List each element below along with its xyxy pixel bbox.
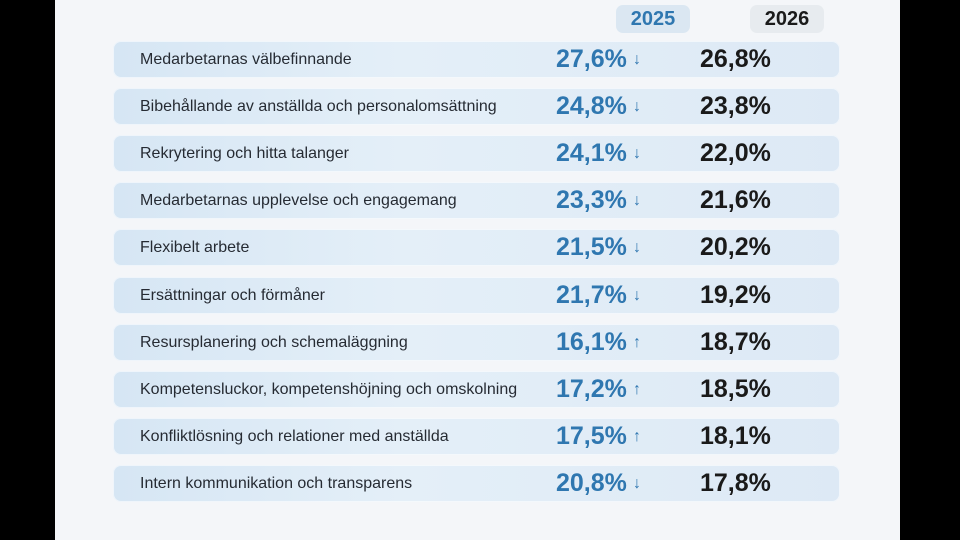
row-label: Resursplanering och schemaläggning <box>140 334 408 351</box>
table-row: Konfliktlösning och relationer med anstä… <box>113 418 840 455</box>
row-label: Ersättningar och förmåner <box>140 287 325 304</box>
row-label: Intern kommunikation och transparens <box>140 475 413 492</box>
arrow-up-icon: ↑ <box>633 334 641 351</box>
value-2026: 18,5% <box>700 375 771 403</box>
value-2026: 20,2% <box>700 233 771 261</box>
value-2026: 17,8% <box>700 469 771 497</box>
row-label: Rekrytering och hitta talanger <box>140 145 349 162</box>
arrow-down-icon: ↓ <box>633 145 641 162</box>
value-2026: 21,6% <box>700 186 771 214</box>
row-label: Bibehållande av anställda och personalom… <box>140 98 497 115</box>
row-label: Medarbetarnas välbefinnande <box>140 51 352 68</box>
table-row: Medarbetarnas välbefinnande 27,6% ↓ 26,8% <box>113 41 840 78</box>
arrow-up-icon: ↑ <box>633 381 641 398</box>
value-2025: 17,2% <box>556 375 627 403</box>
arrow-down-icon: ↓ <box>633 475 641 492</box>
table-row: Bibehållande av anställda och personalom… <box>113 88 840 125</box>
arrow-down-icon: ↓ <box>633 98 641 115</box>
value-2025: 21,7% <box>556 281 627 309</box>
table-row: Kompetensluckor, kompetenshöjning och om… <box>113 371 840 408</box>
chart-panel: 2025 2026 <box>55 0 900 540</box>
table-row: Ersättningar och förmåner 21,7% ↓ 19,2% <box>113 277 840 314</box>
table-row: Flexibelt arbete 21,5% ↓ 20,2% <box>113 229 840 266</box>
value-2025: 16,1% <box>556 328 627 356</box>
row-label: Medarbetarnas upplevelse och engagemang <box>140 192 457 209</box>
arrow-down-icon: ↓ <box>633 239 641 256</box>
value-2025: 20,8% <box>556 469 627 497</box>
value-2025: 27,6% <box>556 45 627 73</box>
value-2025: 17,5% <box>556 422 627 450</box>
value-2025: 23,3% <box>556 186 627 214</box>
table-row: Rekrytering och hitta talanger 24,1% ↓ 22,0… <box>113 135 840 172</box>
arrow-down-icon: ↓ <box>633 287 641 304</box>
arrow-down-icon: ↓ <box>633 192 641 209</box>
row-label: Flexibelt arbete <box>140 239 250 256</box>
value-2026: 18,1% <box>700 422 771 450</box>
value-2026: 26,8% <box>700 45 771 73</box>
row-label: Kompetensluckor, kompetenshöjning och om… <box>140 381 518 398</box>
value-2025: 24,1% <box>556 139 627 167</box>
column-header-2025: 2025 <box>616 5 690 33</box>
table-row: Medarbetarnas upplevelse och engagemang 2… <box>113 182 840 219</box>
arrow-down-icon: ↓ <box>633 51 641 68</box>
value-2025: 24,8% <box>556 92 627 120</box>
column-header-2026: 2026 <box>750 5 824 33</box>
table-row: Intern kommunikation och transparens 20,8… <box>113 465 840 502</box>
value-2025: 21,5% <box>556 233 627 261</box>
value-2026: 22,0% <box>700 139 771 167</box>
value-2026: 18,7% <box>700 328 771 356</box>
arrow-up-icon: ↑ <box>633 428 641 445</box>
table-row: Resursplanering och schemaläggning 16,1% ↑… <box>113 324 840 361</box>
value-2026: 23,8% <box>700 92 771 120</box>
value-2026: 19,2% <box>700 281 771 309</box>
row-label: Konfliktlösning och relationer med anstä… <box>140 428 449 445</box>
